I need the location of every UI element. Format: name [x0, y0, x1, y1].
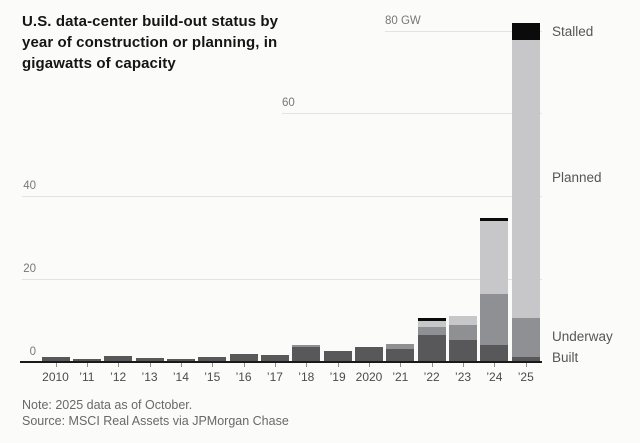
bar-14-built	[166, 359, 195, 362]
x-tick	[274, 363, 276, 367]
x-tick	[86, 363, 88, 367]
y-tick-label: 80 GW	[385, 14, 421, 27]
bar-18-underway	[292, 344, 321, 347]
gridline-80	[385, 30, 542, 32]
x-tick	[180, 363, 182, 367]
x-tick	[55, 363, 57, 367]
y-tick-label: 20	[23, 262, 36, 275]
chart-title: U.S. data-center build-out status by yea…	[22, 11, 278, 74]
bar-21-built	[386, 348, 415, 362]
x-label-11: ’11	[79, 370, 95, 384]
x-tick	[149, 363, 151, 367]
note-text: Note: 2025 data as of October.	[22, 398, 193, 412]
x-tick	[494, 363, 496, 367]
bar-24-stalled	[480, 218, 509, 221]
x-label-25: ’25	[517, 370, 534, 384]
legend-label-built: Built	[552, 350, 579, 365]
x-label-23: ’23	[455, 370, 472, 384]
gridline-60	[282, 113, 542, 115]
bar-13-built	[135, 358, 164, 362]
x-label-13: ’13	[141, 370, 158, 384]
bar-15-built	[198, 356, 227, 362]
x-tick	[463, 363, 465, 367]
x-label-2010: 2010	[42, 370, 69, 384]
x-label-15: ’15	[204, 370, 221, 384]
legend-label-underway: Underway	[552, 329, 613, 344]
x-label-19: ’19	[329, 370, 346, 384]
y-tick-label: 0	[29, 345, 36, 358]
bar-11-built	[72, 359, 101, 362]
footnotes: Note: 2025 data as of October. Source: M…	[22, 398, 289, 429]
gridline-20	[22, 278, 542, 280]
chart-title-line: U.S. data-center build-out status by	[22, 13, 279, 30]
bar-12-built	[104, 355, 133, 362]
bar-22-stalled	[417, 318, 446, 321]
x-tick	[212, 363, 214, 367]
bar-22-planned	[417, 320, 446, 328]
bar-22-underway	[417, 327, 446, 336]
bar-25-planned	[511, 39, 540, 319]
y-tick-label: 60	[282, 97, 295, 110]
gridline-40	[22, 196, 542, 198]
bar-25-underway	[511, 318, 540, 357]
x-tick	[118, 363, 120, 367]
x-label-12: ’12	[110, 370, 127, 384]
x-label-17: ’17	[266, 370, 283, 384]
y-tick-label: 40	[23, 180, 36, 193]
bar-2010-built	[41, 356, 70, 362]
bar-24-planned	[480, 220, 509, 294]
bar-22-built	[417, 335, 446, 362]
bar-17-built	[260, 355, 289, 362]
x-tick	[525, 363, 527, 367]
bar-16-built	[229, 354, 258, 362]
x-label-18: ’18	[298, 370, 315, 384]
bar-25-stalled	[511, 23, 540, 40]
x-tick	[400, 363, 402, 367]
x-label-2020: 2020	[355, 370, 383, 384]
legend-label-planned: Planned	[552, 170, 602, 185]
bar-24-underway	[480, 293, 509, 346]
legend-label-stalled: Stalled	[552, 24, 594, 39]
chart-title-line: gigawatts of capacity	[22, 55, 176, 72]
x-tick	[369, 363, 370, 367]
x-label-24: ’24	[486, 370, 503, 384]
x-tick	[337, 363, 339, 367]
bar-23-underway	[449, 325, 478, 340]
x-axis-baseline	[20, 361, 542, 363]
x-tick	[431, 363, 433, 367]
source-text: Source: MSCI Real Assets via JPMorgan Ch…	[22, 413, 289, 428]
bar-23-planned	[449, 316, 478, 326]
x-label-22: ’22	[423, 370, 440, 384]
x-tick	[306, 363, 308, 367]
bar-18-built	[292, 346, 321, 362]
x-label-14: ’14	[172, 370, 189, 384]
chart-title-line: year of construction or planning, in	[22, 34, 278, 51]
x-tick	[243, 363, 245, 367]
bar-25-built	[511, 356, 540, 362]
bar-21-underway	[386, 343, 415, 349]
bar-19-built	[323, 350, 352, 362]
bar-24-built	[480, 345, 509, 362]
bar-23-built	[449, 339, 478, 362]
bar-2020-built	[355, 347, 383, 362]
x-label-21: ’21	[392, 370, 409, 384]
x-label-16: ’16	[235, 370, 252, 384]
